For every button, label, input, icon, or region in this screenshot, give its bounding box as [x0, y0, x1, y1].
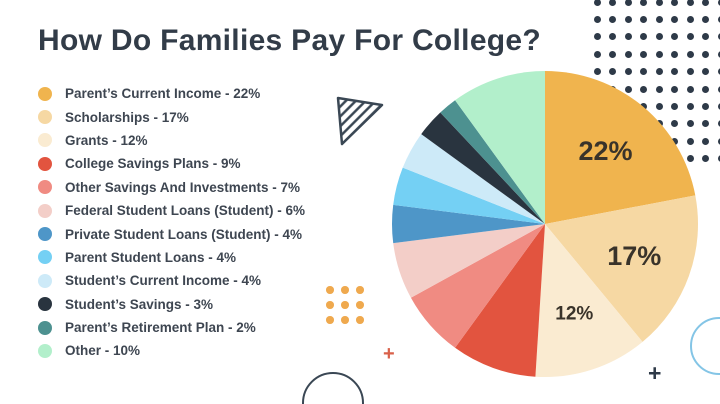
- legend-item-label: Student’s Current Income - 4%: [65, 273, 262, 289]
- legend-color-dot-icon: [38, 273, 52, 288]
- dot-grid-icon-orange: [326, 286, 364, 324]
- legend: Parent’s Current Income - 22% Scholarshi…: [38, 82, 305, 363]
- plus-icon-red: +: [383, 343, 395, 365]
- pie-slice: [455, 224, 545, 377]
- legend-color-dot-icon: [38, 343, 52, 358]
- hatched-triangle-icon: [336, 96, 384, 146]
- pie-slice: [402, 134, 545, 224]
- legend-item-label: College Savings Plans - 9%: [65, 156, 241, 172]
- legend-color-dot-icon: [38, 227, 52, 242]
- pie-slice: [393, 224, 545, 298]
- legend-color-dot-icon: [38, 250, 52, 265]
- legend-item-label: Parent’s Current Income - 22%: [65, 86, 261, 102]
- legend-color-dot-icon: [38, 297, 52, 312]
- legend-item-label: Parent’s Retirement Plan - 2%: [65, 320, 256, 336]
- page-title: How Do Families Pay For College?: [38, 24, 542, 57]
- pie-slice: [410, 224, 545, 348]
- legend-item-label: Grants - 12%: [65, 132, 148, 148]
- legend-item: Federal Student Loans (Student) - 6%: [38, 199, 305, 222]
- legend-item: Parent Student Loans - 4%: [38, 246, 305, 269]
- legend-color-dot-icon: [38, 156, 52, 171]
- legend-item-label: Other Savings And Investments - 7%: [65, 179, 301, 195]
- legend-item: Student’s Current Income - 4%: [38, 269, 305, 292]
- legend-item-label: Federal Student Loans (Student) - 6%: [65, 203, 306, 219]
- legend-item-label: Parent Student Loans - 4%: [65, 249, 237, 265]
- legend-color-dot-icon: [38, 110, 52, 125]
- legend-item: Parent’s Retirement Plan - 2%: [38, 316, 305, 339]
- legend-item: Other Savings And Investments - 7%: [38, 176, 305, 199]
- pie-slice: [545, 195, 699, 342]
- pie-slice: [440, 100, 545, 224]
- legend-item: Scholarships - 17%: [38, 105, 305, 128]
- legend-color-dot-icon: [38, 203, 52, 218]
- pie-slice: [455, 71, 545, 224]
- legend-item: Grants - 12%: [38, 129, 305, 152]
- legend-item: Parent’s Current Income - 22%: [38, 82, 305, 105]
- legend-color-dot-icon: [38, 86, 52, 101]
- pie-slice-label: 17%: [607, 241, 661, 271]
- legend-item-label: Other - 10%: [65, 343, 141, 359]
- legend-item: Private Student Loans (Student) - 4%: [38, 222, 305, 245]
- pie-slice: [535, 224, 643, 377]
- pie-slice: [393, 167, 545, 224]
- legend-item: College Savings Plans - 9%: [38, 152, 305, 175]
- legend-item: Other - 10%: [38, 339, 305, 362]
- legend-item: Student’s Savings - 3%: [38, 293, 305, 316]
- legend-color-dot-icon: [38, 133, 52, 148]
- legend-color-dot-icon: [38, 180, 52, 195]
- plus-icon-dark: +: [648, 360, 662, 386]
- pie-slice: [421, 112, 545, 224]
- legend-item-label: Private Student Loans (Student) - 4%: [65, 226, 303, 242]
- pie-slice-label: 22%: [578, 136, 632, 166]
- legend-color-dot-icon: [38, 320, 52, 335]
- pie-slice: [545, 71, 696, 224]
- pie-slice: [392, 204, 545, 244]
- legend-item-label: Student’s Savings - 3%: [65, 296, 214, 312]
- pie-slice-label: 12%: [555, 304, 593, 325]
- legend-item-label: Scholarships - 17%: [65, 109, 189, 125]
